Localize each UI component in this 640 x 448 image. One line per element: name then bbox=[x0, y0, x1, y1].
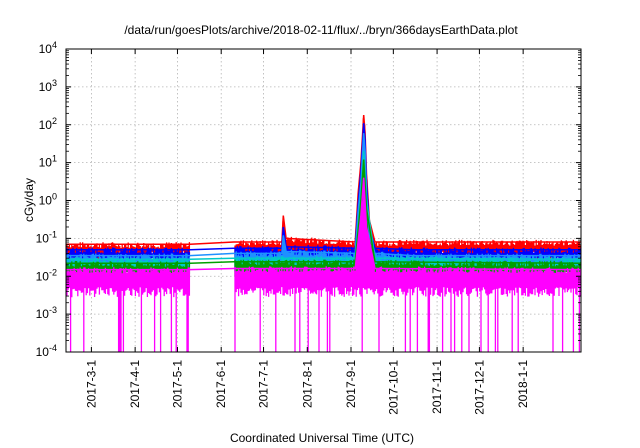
x-axis: 2017-3-1 2017-4-1 2017-5-1 2017-6-1 2017-7-1… bbox=[84, 49, 530, 415]
series-line-4 bbox=[66, 159, 582, 265]
y-tick-label: 10-2 bbox=[36, 267, 57, 283]
y-tick-label: 100 bbox=[39, 192, 57, 208]
y-tick-label: 103 bbox=[39, 78, 57, 94]
y-tick-label: 10-3 bbox=[36, 305, 57, 321]
x-axis-label: Coordinated Universal Time (UTC) bbox=[230, 431, 414, 445]
x-tick-label: 2017-11-1 bbox=[430, 360, 444, 414]
x-tick-label: 2017-7-1 bbox=[257, 360, 271, 408]
series-band-5 bbox=[66, 183, 582, 352]
chart-title: /data/run/goesPlots/archive/2018-02-11/f… bbox=[124, 23, 518, 37]
series-group bbox=[66, 115, 582, 271]
y-tick-label: 102 bbox=[39, 116, 57, 132]
x-tick-label: 2017-3-1 bbox=[84, 360, 98, 408]
x-tick-label: 2017-12-1 bbox=[472, 360, 486, 415]
x-tick-label: 2017-10-1 bbox=[386, 360, 400, 415]
y-tick-label: 104 bbox=[39, 40, 57, 56]
x-tick-label: 2017-8-1 bbox=[300, 360, 314, 408]
x-tick-label: 2018-1-1 bbox=[516, 360, 530, 408]
y-tick-label: 10-4 bbox=[36, 343, 57, 359]
x-tick-label: 2017-5-1 bbox=[170, 360, 184, 408]
y-tick-label: 10-1 bbox=[36, 229, 57, 245]
x-tick-label: 2017-9-1 bbox=[344, 360, 358, 408]
y-axis-label: cGy/day bbox=[22, 178, 36, 222]
series-line-0 bbox=[66, 115, 581, 245]
x-tick-label: 2017-6-1 bbox=[214, 360, 228, 408]
series-line-5 bbox=[66, 177, 582, 271]
x-tick-label: 2017-4-1 bbox=[128, 360, 142, 408]
y-tick-label: 101 bbox=[39, 154, 57, 170]
y-axis: 10-4 10-3 10-2 10-1 100 101 102 103 104 bbox=[36, 40, 581, 359]
